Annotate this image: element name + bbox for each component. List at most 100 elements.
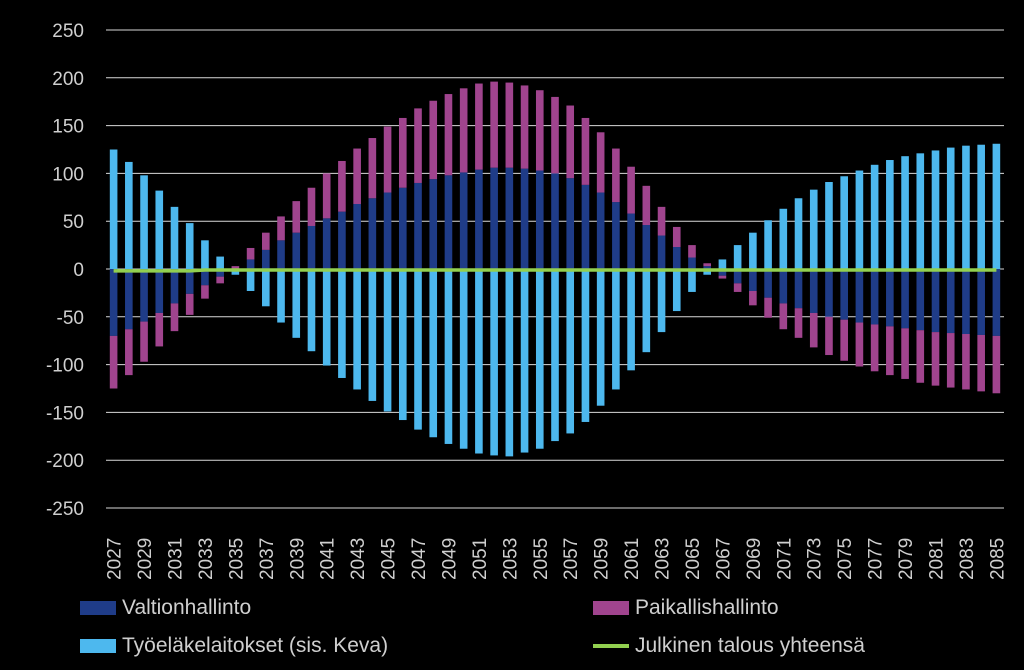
bar-segment — [627, 166, 635, 214]
bar-segment — [155, 312, 164, 347]
bar-segment — [414, 182, 422, 269]
x-tick-label: 2059 — [592, 538, 613, 580]
bar-segment — [931, 332, 940, 386]
bar-segment — [886, 326, 894, 376]
bar-segment — [429, 179, 438, 269]
bar-segment — [246, 269, 255, 291]
x-tick-label: 2063 — [653, 538, 674, 580]
bar-segment — [307, 187, 316, 226]
bar-segment — [353, 269, 361, 390]
legend-swatch-tyoelakelaitokset — [80, 639, 116, 653]
total-line-group — [113, 268, 997, 273]
bar-segment — [338, 211, 346, 269]
bar-segment — [794, 269, 803, 309]
legend-label-paikallishallinto: Paikallishallinto — [635, 596, 779, 619]
bar-segment — [520, 269, 529, 453]
bar-segment — [779, 269, 788, 304]
bar-segment — [962, 269, 970, 335]
bar-segment — [612, 148, 620, 203]
bar-segment — [962, 145, 970, 269]
bar-segment — [368, 269, 377, 401]
bar-segment — [155, 190, 164, 269]
bar-segment — [946, 333, 955, 388]
bar-segment — [444, 269, 453, 444]
bar-segment — [170, 303, 179, 332]
bar-segment — [170, 269, 179, 304]
bar-segment — [429, 100, 438, 180]
x-tick-label: 2075 — [835, 538, 856, 580]
bar-segment — [992, 335, 1001, 394]
x-tick-label: 2043 — [348, 538, 369, 580]
bar-segment — [672, 269, 681, 312]
bar-segment — [627, 213, 635, 269]
bar-segment — [916, 269, 925, 331]
bar-segment — [718, 259, 727, 269]
bar-segment — [931, 269, 940, 333]
bar-segment — [490, 81, 498, 168]
total-line — [113, 268, 997, 273]
bar-segment — [520, 168, 529, 269]
bar-segment — [551, 96, 559, 174]
bar-segment — [185, 269, 194, 294]
y-tick-label: 150 — [52, 117, 84, 138]
y-tick-label: 100 — [52, 164, 84, 185]
bar-segment — [733, 269, 742, 284]
bar-segment — [703, 269, 712, 275]
bar-segment — [459, 88, 468, 173]
bar-segment — [794, 308, 803, 338]
bar-segment — [383, 269, 392, 412]
legend-swatch-julkinen-talous — [593, 644, 629, 648]
bar-segment — [551, 269, 559, 442]
bar-segment — [627, 269, 635, 371]
y-tick-label: 0 — [73, 260, 84, 281]
bar-segment — [870, 324, 879, 372]
x-tick-label: 2079 — [896, 538, 917, 580]
bar-segment — [231, 269, 240, 275]
legend-swatch-valtionhallinto — [80, 601, 116, 615]
bar-segment — [703, 266, 712, 269]
bar-segment — [246, 247, 255, 260]
bar-segment — [444, 175, 453, 269]
y-tick-label: -250 — [46, 499, 84, 520]
bar-segment — [398, 117, 407, 188]
y-tick-label: -50 — [57, 308, 84, 329]
x-tick-label: 2045 — [379, 538, 400, 580]
bar-segment — [566, 269, 575, 434]
y-axis-ticks: 250 200 150 100 50 0 -50 -100 -150 -200 -250 — [46, 21, 84, 520]
bar-segment — [505, 82, 514, 168]
bar-segment — [292, 232, 301, 269]
bar-segment — [809, 189, 818, 269]
y-tick-label: -200 — [46, 451, 84, 472]
bar-segment — [718, 275, 727, 279]
bar-segment — [201, 269, 209, 286]
x-tick-label: 2039 — [287, 538, 308, 580]
bar-segment — [688, 245, 696, 258]
bar-segment — [307, 269, 316, 352]
bar-segment — [566, 105, 575, 179]
bar-segment — [246, 259, 255, 269]
x-tick-label: 2031 — [165, 538, 186, 580]
bar-segment — [946, 269, 955, 334]
x-tick-label: 2065 — [683, 538, 704, 580]
x-tick-label: 2029 — [135, 538, 156, 580]
x-tick-label: 2057 — [561, 538, 582, 580]
bar-segment — [277, 269, 285, 323]
bar-segment — [520, 85, 529, 169]
bar-segment — [398, 269, 407, 421]
x-tick-label: 2061 — [622, 538, 643, 580]
bar-segment — [353, 148, 361, 204]
bar-segment — [277, 240, 285, 269]
x-tick-label: 2049 — [439, 538, 460, 580]
x-tick-label: 2069 — [744, 538, 765, 580]
bar-segment — [490, 269, 498, 456]
bar-segment — [535, 90, 544, 171]
bar-segment — [368, 198, 377, 269]
bar-segment — [475, 169, 483, 269]
bar-segment — [262, 269, 270, 307]
bar-segment — [322, 173, 331, 219]
x-tick-label: 2037 — [257, 538, 278, 580]
bar-segment — [414, 108, 422, 183]
legend-label-tyoelakelaitokset: Työeläkelaitokset (sis. Keva) — [122, 634, 389, 657]
bar-segment — [125, 269, 133, 330]
